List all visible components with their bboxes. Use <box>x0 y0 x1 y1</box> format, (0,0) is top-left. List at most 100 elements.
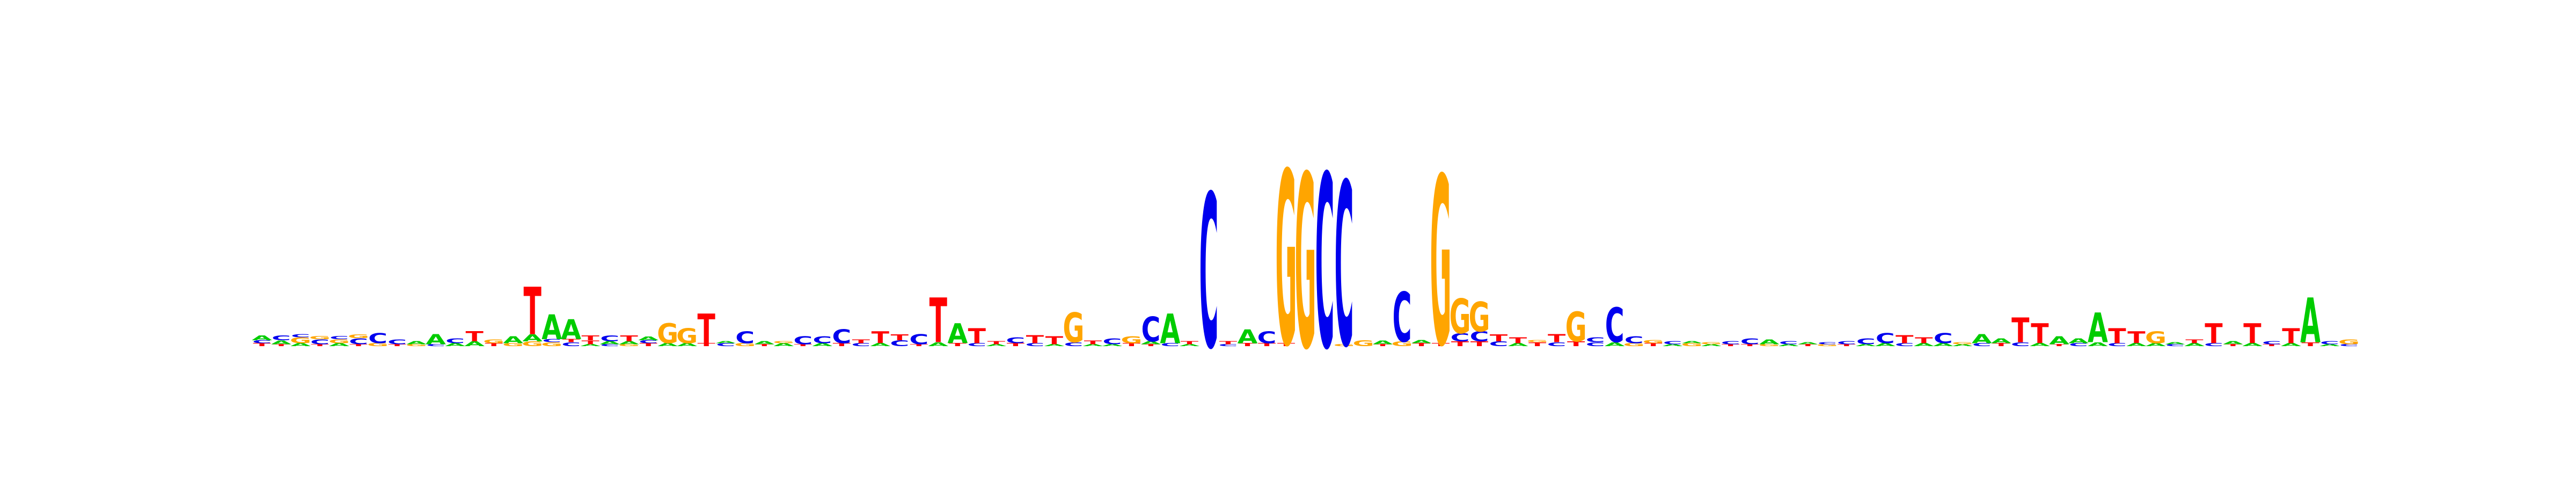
logo-letter-g-pos-55: G <box>1294 126 1316 403</box>
logo-letter-t-pos-77: T <box>1722 343 1740 347</box>
logo-letter-a-pos-5: A <box>329 342 349 347</box>
logo-letter-g-pos-15: G <box>522 340 543 348</box>
logo-letter-c-pos-77: C <box>1721 341 1740 346</box>
logo-letter-t-pos-20: T <box>620 333 639 343</box>
logo-letter-a-pos-71: A <box>1605 341 1626 348</box>
logo-letter-a-pos-99: A <box>2146 342 2166 347</box>
logo-letter-a-pos-3: A <box>290 342 311 347</box>
logo-letter-c-pos-82: C <box>1818 342 1837 345</box>
logo-letter-g-pos-4: G <box>309 335 331 340</box>
logo-letter-g-pos-6: G <box>348 333 369 340</box>
logo-letter-c-pos-1: C <box>252 340 272 345</box>
logo-letter-a-pos-101: A <box>2184 342 2205 347</box>
logo-letter-g-pos-64: G <box>1469 294 1490 341</box>
logo-letter-a-pos-28: A <box>773 342 794 347</box>
logo-letter-c-pos-64: C <box>1470 329 1489 345</box>
logo-letter-a-pos-21: A <box>638 335 659 342</box>
logo-letter-c-pos-109: C <box>2339 343 2359 347</box>
logo-letter-t-pos-94: T <box>2050 343 2068 347</box>
logo-letter-a-pos-98: A <box>2126 342 2147 347</box>
logo-letter-g-pos-57: G <box>1333 343 1355 347</box>
logo-letter-c-pos-50: C <box>1199 151 1219 397</box>
logo-letter-a-pos-48: A <box>1160 306 1181 353</box>
logo-letter-t-pos-24: T <box>698 342 716 347</box>
logo-letter-t-pos-46: T <box>1123 342 1141 347</box>
logo-letter-c-pos-65: C <box>1489 340 1509 348</box>
logo-letter-a-pos-23: A <box>677 342 697 347</box>
logo-letter-t-pos-17: T <box>562 339 580 343</box>
logo-letter-c-pos-17: C <box>561 341 581 348</box>
logo-letter-t-pos-68: T <box>1548 332 1566 345</box>
logo-letter-c-pos-88: C <box>1934 331 1953 347</box>
logo-letter-g-pos-7: G <box>367 342 389 347</box>
logo-letter-a-pos-18: A <box>580 343 601 347</box>
logo-letter-a-pos-44: A <box>1082 343 1103 347</box>
logo-letter-c-pos-100: C <box>2165 343 2185 347</box>
logo-letter-g-pos-14: G <box>502 342 524 347</box>
logo-letter-a-pos-11: A <box>445 342 465 347</box>
logo-letter-c-pos-78: C <box>1740 336 1760 346</box>
logo-letter-t-pos-44: T <box>1084 339 1102 346</box>
logo-letter-t-pos-83: T <box>1838 343 1856 347</box>
logo-letter-c-pos-4: C <box>310 338 330 346</box>
logo-letter-g-pos-46: G <box>1121 334 1142 346</box>
logo-letter-a-pos-20: A <box>619 341 639 346</box>
logo-letter-a-pos-81: A <box>1798 342 1818 345</box>
logo-letter-t-pos-67: T <box>1528 341 1546 348</box>
logo-letter-c-pos-92: C <box>2011 341 2030 348</box>
logo-letter-c-pos-19: C <box>600 333 619 343</box>
logo-letter-a-pos-84: A <box>1856 343 1876 347</box>
logo-letter-t-pos-69: T <box>1567 340 1585 348</box>
logo-letter-g-pos-72: G <box>1623 342 1645 347</box>
logo-letter-c-pos-83: C <box>1837 341 1856 346</box>
logo-letter-c-pos-90: C <box>1972 342 1992 347</box>
logo-letter-a-pos-107: A <box>2300 286 2321 357</box>
logo-letter-t-pos-87: T <box>1915 335 1933 345</box>
logo-letter-a-pos-49: A <box>1180 343 1200 347</box>
logo-letter-a-pos-16: A <box>541 308 562 348</box>
logo-letter-t-pos-2: T <box>272 343 290 347</box>
logo-letter-t-pos-101: T <box>2185 338 2203 345</box>
logo-letter-c-pos-47: C <box>1141 310 1160 350</box>
logo-letter-a-pos-90: A <box>1972 332 1992 346</box>
logo-letter-t-pos-63: T <box>1451 340 1469 348</box>
logo-letter-c-pos-40: C <box>1006 335 1025 345</box>
logo-letter-t-pos-78: T <box>1741 343 1759 347</box>
logo-letter-g-pos-3: G <box>290 335 311 345</box>
logo-letter-g-pos-9: G <box>406 343 427 347</box>
logo-letter-g-pos-54: G <box>1275 123 1297 400</box>
logo-letter-c-pos-16: C <box>542 339 561 343</box>
logo-letter-t-pos-53: T <box>1258 342 1276 347</box>
logo-letter-c-pos-26: C <box>735 328 755 347</box>
logo-letter-c-pos-70: C <box>1586 341 1605 348</box>
logo-letter-a-pos-76: A <box>1701 343 1722 347</box>
logo-letter-t-pos-102: T <box>2205 318 2222 350</box>
logo-letter-a-pos-59: A <box>1373 339 1394 346</box>
logo-letter-g-pos-99: G <box>2145 328 2167 347</box>
logo-letter-t-pos-42: T <box>1045 334 1064 347</box>
logo-letter-t-pos-97: T <box>2108 325 2126 348</box>
logo-letter-a-pos-42: A <box>1044 343 1064 347</box>
logo-letter-c-pos-102: C <box>2204 342 2223 347</box>
logo-letter-t-pos-64: T <box>1470 340 1489 348</box>
logo-letter-t-pos-6: T <box>349 343 368 347</box>
logo-letter-c-pos-34: C <box>890 339 909 348</box>
logo-letter-t-pos-103: T <box>2224 343 2242 347</box>
logo-letter-g-pos-22: G <box>657 318 678 350</box>
logo-letter-a-pos-47: A <box>1141 341 1161 346</box>
logo-letter-t-pos-33: T <box>872 328 890 347</box>
logo-letter-a-pos-91: A <box>1991 337 2011 345</box>
logo-letter-g-pos-109: G <box>2338 338 2360 346</box>
logo-letter-a-pos-80: A <box>1779 343 1799 347</box>
logo-letter-c-pos-97: C <box>2107 342 2127 347</box>
logo-letter-t-pos-27: T <box>756 343 774 347</box>
logo-letter-c-pos-11: C <box>445 337 465 345</box>
logo-letter-c-pos-86: C <box>1895 342 1914 347</box>
logo-letter-c-pos-2: C <box>272 334 291 342</box>
logo-letter-c-pos-25: C <box>716 342 735 347</box>
logo-letter-t-pos-81: T <box>1799 343 1817 347</box>
logo-letter-a-pos-22: A <box>657 342 678 347</box>
logo-letter-t-pos-4: T <box>311 343 329 347</box>
